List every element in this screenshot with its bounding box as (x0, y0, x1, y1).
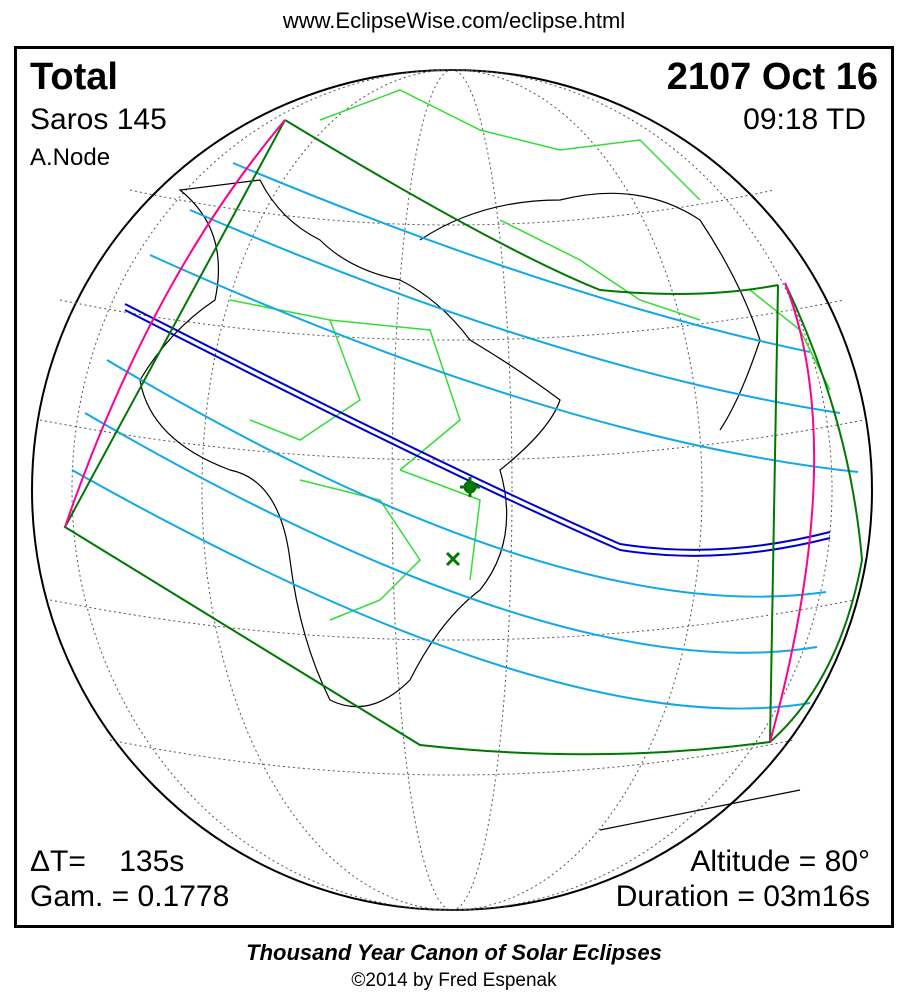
penumbral-limits (63, 119, 864, 756)
node: A.Node (30, 144, 111, 171)
rise-set-curves (64, 119, 816, 743)
duration: Duration = 03m16s (615, 880, 870, 913)
copyright: ©2014 by Fred Espenak (351, 970, 557, 991)
umbral-lines (71, 162, 859, 710)
canon-title: Thousand Year Canon of Solar Eclipses (246, 940, 662, 965)
eclipse-type: Total (30, 56, 118, 98)
greatest-eclipse-marker (460, 477, 480, 497)
graticule (39, 69, 865, 911)
central-line (124, 303, 831, 557)
eclipse-date: 2107 Oct 16 (666, 56, 878, 98)
gamma: Gam. = 0.1778 (30, 880, 230, 913)
delta-t: ΔT= 135s (30, 845, 185, 878)
greatest-duration-marker (445, 551, 461, 567)
source-url: www.EclipseWise.com/eclipse.html (282, 8, 626, 33)
continent-outlines (139, 179, 801, 831)
map-frame (14, 46, 894, 928)
sun-altitude: Altitude = 80° (690, 845, 870, 878)
eclipse-time: 09:18 TD (743, 103, 866, 136)
country-borders (229, 89, 831, 621)
saros-number: Saros 145 (30, 103, 167, 136)
